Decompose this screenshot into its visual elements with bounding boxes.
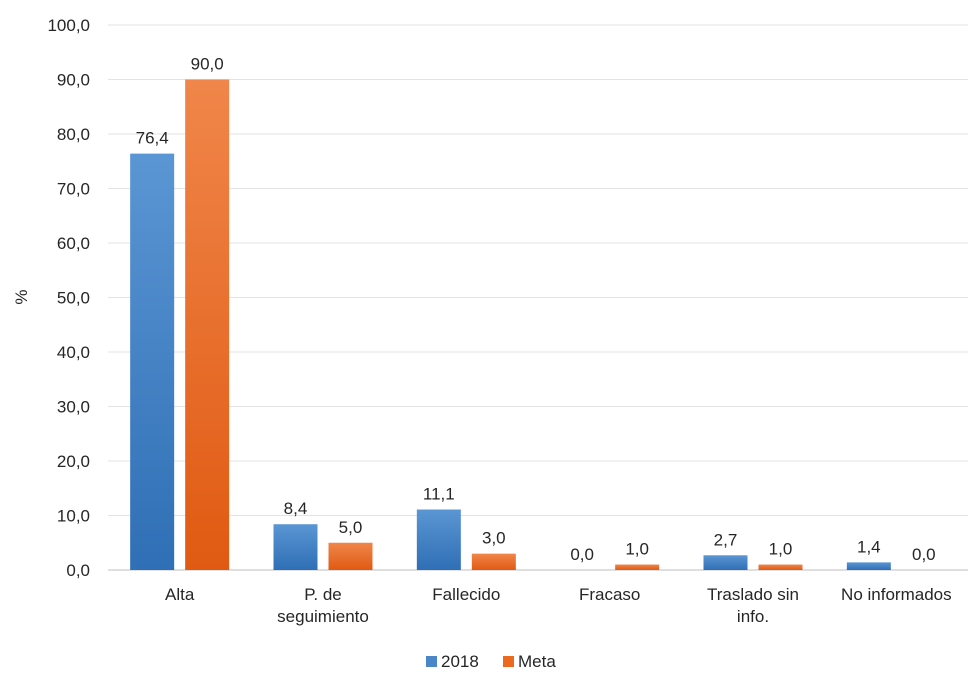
- category-label: Fallecido: [432, 585, 500, 604]
- data-label: 0,0: [570, 545, 594, 564]
- category-label: info.: [737, 607, 769, 626]
- category-label: Traslado sin: [707, 585, 799, 604]
- category-label: Fracaso: [579, 585, 640, 604]
- data-label: 1,0: [769, 540, 793, 559]
- category-label: Alta: [165, 585, 195, 604]
- gridlines: [108, 24, 968, 571]
- x-axis-categories: Alta P. de seguimiento Fallecido Fracaso Tras…: [165, 585, 952, 626]
- bar-meta: [471, 553, 516, 570]
- y-tick-label: 20,0: [57, 452, 90, 471]
- bar-2018: [416, 509, 461, 570]
- data-label: 76,4: [136, 129, 169, 148]
- legend-swatch-meta: [503, 656, 514, 667]
- y-tick-label: 30,0: [57, 398, 90, 417]
- y-tick-label: 0,0: [66, 561, 90, 580]
- y-axis-ticks: 0,0 10,0 20,0 30,0 40,0 50,0 60,0 70,0 80,0 90,0 1…: [47, 16, 90, 580]
- y-tick-label: 70,0: [57, 180, 90, 199]
- bar-2018: [130, 153, 175, 570]
- bar-meta: [615, 564, 660, 570]
- data-label: 2,7: [714, 530, 738, 549]
- y-tick-label: 90,0: [57, 71, 90, 90]
- data-label: 3,0: [482, 529, 506, 548]
- data-label: 11,1: [423, 485, 455, 504]
- y-tick-label: 40,0: [57, 343, 90, 362]
- category-label: P. de: [304, 585, 342, 604]
- y-tick-label: 100,0: [47, 16, 90, 35]
- data-label: 1,4: [857, 537, 881, 556]
- data-label: 1,0: [625, 540, 649, 559]
- data-label: 8,4: [284, 499, 308, 518]
- bar-meta: [328, 542, 373, 570]
- y-tick-label: 80,0: [57, 125, 90, 144]
- y-axis-title: %: [12, 289, 31, 304]
- data-labels: 76,4 90,0 8,4 5,0 11,1 3,0 0,0 1,0 2,7 1,0 1,4 0,0: [136, 55, 936, 565]
- data-label: 90,0: [191, 55, 224, 74]
- bars: [130, 79, 891, 570]
- y-tick-label: 50,0: [57, 289, 90, 308]
- legend-label: 2018: [441, 652, 479, 671]
- category-label: No informados: [841, 585, 952, 604]
- data-label: 5,0: [339, 518, 363, 537]
- bar-2018: [273, 524, 318, 570]
- bar-meta: [185, 79, 230, 570]
- data-label: 0,0: [912, 545, 936, 564]
- legend: 2018 Meta: [426, 652, 556, 671]
- bar-2018: [846, 562, 891, 570]
- legend-swatch-2018: [426, 656, 437, 667]
- y-tick-label: 10,0: [57, 507, 90, 526]
- category-label: seguimiento: [277, 607, 369, 626]
- bar-meta: [758, 564, 803, 570]
- y-tick-label: 60,0: [57, 234, 90, 253]
- bar-2018: [703, 555, 748, 570]
- legend-label: Meta: [518, 652, 556, 671]
